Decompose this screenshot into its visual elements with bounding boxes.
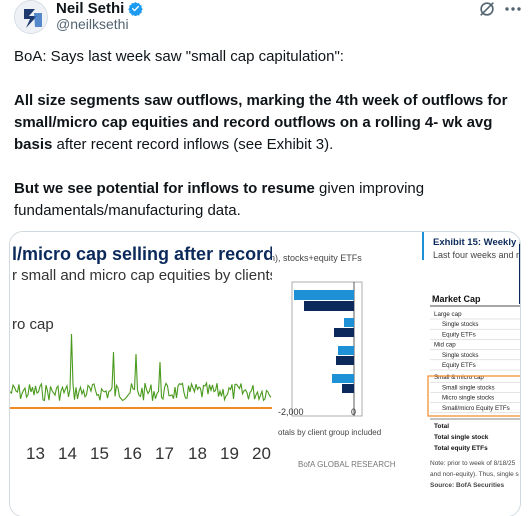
green-series-path bbox=[10, 333, 272, 402]
display-name[interactable]: Neil Sethi bbox=[56, 0, 125, 17]
more-options-icon[interactable] bbox=[504, 5, 522, 13]
exhibit-table: Exhibit 15: Weekly ne Last four weeks an… bbox=[422, 232, 521, 489]
bar-4 bbox=[334, 328, 354, 337]
media-image-2[interactable]: n), stocks+equity ETFs -2,000 0 otals by… bbox=[272, 232, 414, 516]
table-row-label: Single stocks bbox=[442, 352, 478, 359]
media-image-3[interactable]: Exhibit 15: Weekly ne Last four weeks an… bbox=[414, 232, 521, 516]
chart2-header: n), stocks+equity ETFs bbox=[272, 253, 362, 263]
table-total-label: Total bbox=[434, 423, 449, 430]
chart1-x-ticks: 13 14 15 16 17 18 19 20 bbox=[26, 444, 271, 463]
x-tick-label: 15 bbox=[90, 444, 109, 463]
tweet-plain-text: given improving fundamentals/manufacturi… bbox=[14, 180, 425, 219]
tweet-plain-text: after recent record inflows (see Exhibit… bbox=[52, 136, 334, 153]
chart1-subtitle: r small and micro cap equities by client… bbox=[12, 267, 272, 284]
x-tick-label: 19 bbox=[220, 444, 239, 463]
exhibit-subtitle: Last four weeks and ro bbox=[433, 250, 521, 260]
exhibit-accent-bar bbox=[422, 232, 424, 260]
bar-8 bbox=[342, 384, 354, 393]
bar-7 bbox=[332, 374, 354, 383]
bar-3 bbox=[344, 318, 354, 327]
green-series-line bbox=[10, 333, 272, 402]
table-total-label: Total single stock bbox=[434, 434, 489, 441]
media-grid[interactable]: l/micro cap selling after record buyin r… bbox=[9, 231, 521, 516]
tweet-bold-text: But we see potential for inflows to resu… bbox=[14, 180, 315, 197]
tweet-text: BoA: Says last week saw "small cap capit… bbox=[14, 46, 522, 244]
tweet-paragraph-3: But we see potential for inflows to resu… bbox=[14, 178, 522, 222]
table-rows: Large cap Single stocks Equity ETFs Mid cap… bbox=[430, 311, 520, 414]
tweet-bold-text: All size segments saw outflows, marking … bbox=[14, 92, 508, 153]
x-tick-label: 16 bbox=[123, 444, 142, 463]
tweet-paragraph-1: BoA: Says last week saw "small cap capit… bbox=[14, 48, 344, 65]
bar-2 bbox=[304, 301, 354, 311]
table-source: Source: BofA Securities bbox=[430, 482, 505, 489]
table-row-label: Equity ETFs bbox=[442, 362, 476, 369]
x-tick-label: 13 bbox=[26, 444, 45, 463]
table-row-label: Small & micro cap bbox=[434, 374, 484, 381]
table-note-2: and non-equity). Thus, single s bbox=[430, 471, 520, 478]
chart2-footnote: otals by client group included bbox=[278, 428, 381, 437]
table-totals: Total Total single stock Total equity ETFs bbox=[434, 423, 489, 452]
table-row-label: Small single stocks bbox=[442, 384, 495, 391]
table-total-label: Total equity ETFs bbox=[434, 445, 488, 452]
flows-line-chart: l/micro cap selling after record buyin r… bbox=[10, 244, 272, 463]
table-col-header: Market Cap bbox=[432, 294, 481, 304]
client-flows-bar-chart: n), stocks+equity ETFs -2,000 0 otals by… bbox=[272, 253, 396, 469]
handle[interactable]: @neilksethi bbox=[56, 16, 129, 32]
chart2-source: BofA GLOBAL RESEARCH bbox=[298, 460, 396, 469]
table-row-label: Equity ETFs bbox=[442, 331, 476, 338]
media-image-1[interactable]: l/micro cap selling after record buyin r… bbox=[10, 232, 272, 516]
plot-frame bbox=[291, 281, 363, 417]
bar-1 bbox=[294, 290, 354, 300]
highlight-box bbox=[427, 375, 520, 417]
table-edge bbox=[519, 244, 520, 304]
chart1-series-label: ro cap bbox=[12, 316, 54, 333]
chart1-title: l/micro cap selling after record buyin bbox=[12, 244, 272, 264]
table-row-label: Micro single stocks bbox=[442, 395, 494, 402]
x-tick-label: -2,000 bbox=[278, 407, 304, 417]
avatar[interactable] bbox=[14, 0, 48, 34]
x-tick-label: 14 bbox=[58, 444, 77, 463]
bar-6 bbox=[336, 356, 354, 365]
tweet-paragraph-2: All size segments saw outflows, marking … bbox=[14, 90, 522, 156]
tweet-header: Neil Sethi @neilksethi bbox=[0, 0, 528, 40]
table-row-label: Small/micro Equity ETFs bbox=[442, 405, 510, 412]
avatar-logo-icon bbox=[15, 1, 47, 33]
x-tick-label: 20 bbox=[252, 444, 271, 463]
table-row-label: Large cap bbox=[434, 311, 462, 318]
x-tick-label: 0 bbox=[351, 407, 356, 417]
x-tick-label: 18 bbox=[188, 444, 207, 463]
grok-icon[interactable] bbox=[478, 0, 496, 18]
table-row-label: Mid cap bbox=[434, 342, 456, 349]
bar-5 bbox=[338, 346, 354, 355]
x-tick-label: 17 bbox=[155, 444, 174, 463]
table-note-1: Note: prior to week of 8/18/25 bbox=[430, 460, 516, 467]
table-row-label: Single stocks bbox=[442, 321, 478, 328]
exhibit-title: Exhibit 15: Weekly ne bbox=[433, 237, 521, 248]
verified-badge-icon bbox=[128, 1, 144, 16]
